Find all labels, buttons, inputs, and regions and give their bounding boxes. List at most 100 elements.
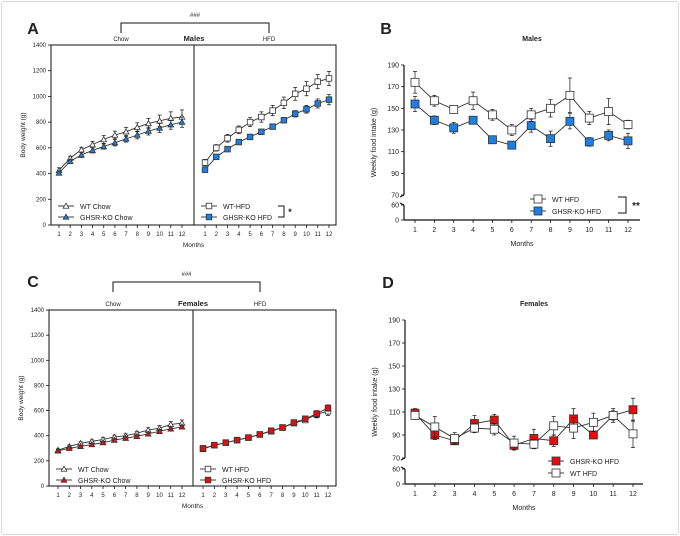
ghsr-ko-hfd-point (233, 436, 241, 444)
y-axis-label: Body weight (g) (20, 112, 27, 157)
ghsr-ko-chow-point (155, 427, 163, 434)
wt-chow-legend-label: WT Chow (80, 204, 112, 211)
ghsr-ko-hfd-legend-label: GHSR-KO HFD (223, 215, 272, 222)
x-tick-label: 4 (473, 491, 477, 498)
wt-chow-point (89, 141, 97, 148)
wt-hfd-point (546, 103, 555, 113)
x-tick-label: 12 (179, 493, 186, 499)
x-tick-label: 12 (325, 493, 332, 499)
wt-chow-line (58, 116, 183, 171)
x-tick-label: 6 (510, 227, 514, 234)
x-tick-label: 9 (147, 493, 151, 499)
wt-chow-legend-marker (62, 202, 70, 209)
ghsr-ko-hfd-legend-marker (205, 213, 213, 221)
x-tick-label: 6 (512, 491, 516, 498)
x-tick-label: 3 (80, 232, 84, 238)
ghsr-ko-chow-point (122, 135, 130, 142)
ghsr-ko-hfd-line (204, 99, 330, 171)
ghsr-ko-hfd-point (507, 140, 517, 150)
ghsr-ko-hfd-point (565, 116, 575, 126)
ghsr-ko-hfd-point (280, 117, 288, 124)
x-axis-label: Months (182, 503, 204, 510)
ghsr-ko-hfd-point (246, 133, 254, 141)
ghsr-ko-hfd-point (211, 441, 218, 449)
wt-hfd-point (507, 125, 517, 135)
ghsr-ko-hfd-point (302, 415, 309, 422)
x-tick-label: 6 (113, 493, 117, 499)
ghsr-ko-hfd-point (546, 134, 555, 144)
ghsr-ko-hfd-point (410, 99, 420, 109)
x-tick-label: 1 (413, 227, 417, 234)
ghsr-ko-hfd-point (628, 405, 638, 415)
x-tick-label: 2 (69, 232, 73, 238)
ghsr-ko-chow-point (100, 142, 108, 150)
wt-hfd-legend-marker (533, 194, 543, 204)
y-tick-label: 0 (396, 482, 400, 489)
wt-hfd-point (489, 424, 499, 434)
y-tick-label: 170 (388, 341, 400, 348)
wt-hfd-point (269, 107, 276, 114)
x-tick-label: 11 (610, 491, 617, 498)
ghsr-ko-hfd-point (199, 445, 207, 452)
x-tick-label: 5 (101, 493, 105, 499)
wt-hfd-point (549, 421, 559, 431)
ghsr-ko-hfd-point (526, 121, 536, 131)
x-tick-label: 6 (113, 232, 117, 238)
wt-hfd-point (468, 96, 478, 106)
x-tick-label: 11 (314, 493, 321, 499)
wt-hfd-line (204, 77, 330, 163)
ghsr-ko-hfd-legend-marker (204, 476, 212, 484)
x-tick-label: 3 (226, 232, 230, 238)
ghsr-ko-hfd-point (235, 138, 243, 146)
ghsr-ko-chow-point (54, 447, 62, 454)
y-tick-label: 110 (389, 410, 400, 417)
wt-hfd-point (604, 107, 614, 116)
chart-title: Females (520, 301, 548, 308)
wt-hfd-point (623, 120, 633, 129)
ghsr-ko-hfd-point (429, 115, 439, 125)
wt-hfd-point (488, 110, 497, 120)
wt-hfd-point (213, 144, 220, 152)
y-tick-label: 70 (391, 193, 399, 200)
y-tick-label: 1200 (33, 69, 47, 75)
x-tick-label: 1 (201, 493, 205, 499)
subpanel-label-hfd: HFD (263, 37, 276, 43)
wt-hfd-legend-marker (205, 202, 213, 210)
panel-letter: B (380, 21, 392, 38)
ghsr-ko-hfd-point (258, 128, 265, 135)
ghsr-ko-chow-point (167, 425, 175, 432)
x-tick-label: 9 (292, 493, 296, 499)
ghsr-ko-hfd-point (468, 115, 478, 125)
y-tick-label: 200 (34, 459, 45, 465)
x-tick-label: 8 (549, 227, 553, 234)
wt-chow-legend-label: WT Chow (78, 467, 110, 474)
wt-hfd-point (303, 85, 310, 92)
ghsr-ko-chow-point (167, 121, 175, 128)
y-tick-label: 600 (36, 146, 47, 152)
y-axis-label: Weekly food intake (g) (372, 367, 379, 437)
x-tick-label: 5 (102, 232, 106, 238)
ghsr-ko-chow-point (89, 146, 97, 154)
x-tick-label: 2 (432, 227, 436, 234)
ghsr-ko-hfd-point (489, 415, 499, 425)
x-tick-label: 11 (605, 227, 612, 234)
x-tick-label: 1 (413, 491, 417, 498)
x-tick-label: 12 (326, 232, 333, 238)
x-tick-label: 3 (79, 493, 83, 499)
ghsr-ko-chow-point (178, 118, 186, 125)
ghsr-ko-hfd-line (414, 409, 634, 446)
wt-hfd-point (450, 434, 460, 443)
x-tick-label: 9 (147, 232, 151, 238)
y-tick-label: 400 (34, 434, 45, 440)
wt-hfd-point (628, 429, 638, 439)
x-tick-label: 3 (224, 493, 228, 499)
ghsr-ko-chow-point (133, 432, 141, 439)
wt-hfd-point (588, 417, 598, 427)
y-tick-label: 600 (34, 409, 45, 415)
x-tick-label: 1 (57, 232, 61, 238)
y-tick-label: 0 (41, 484, 45, 490)
x-tick-label: 12 (179, 232, 186, 238)
wt-hfd-point (569, 423, 578, 433)
wt-hfd-legend-marker (551, 468, 561, 478)
